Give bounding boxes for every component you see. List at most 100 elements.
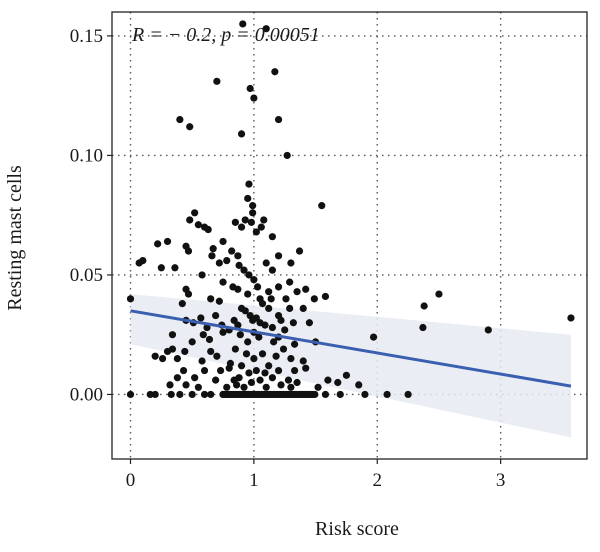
data-point	[336, 390, 344, 399]
data-point	[228, 247, 236, 255]
data-point	[318, 202, 326, 210]
data-point	[321, 292, 330, 301]
data-point	[253, 283, 262, 291]
data-point	[262, 383, 270, 391]
data-point	[173, 355, 181, 363]
data-point	[198, 357, 206, 365]
data-point	[126, 390, 135, 399]
data-point	[257, 223, 265, 231]
data-point	[197, 314, 205, 322]
data-point	[215, 297, 223, 305]
data-point	[261, 369, 269, 377]
data-point	[260, 216, 268, 224]
data-point	[567, 314, 575, 322]
data-point	[231, 345, 239, 353]
data-point	[314, 383, 322, 391]
data-point	[277, 381, 285, 389]
data-point	[290, 366, 299, 375]
data-point	[154, 240, 162, 248]
data-point	[216, 366, 225, 375]
data-point	[383, 390, 391, 399]
data-point	[240, 383, 248, 391]
data-point	[274, 252, 283, 260]
data-point	[166, 381, 174, 389]
data-point	[262, 25, 270, 33]
data-point	[265, 362, 273, 370]
data-point	[274, 283, 283, 291]
data-point	[311, 390, 319, 399]
x-tick-label: 2	[373, 470, 383, 491]
data-point	[321, 390, 330, 399]
data-point	[223, 383, 231, 391]
data-point	[191, 209, 199, 217]
data-point	[181, 347, 189, 356]
data-point	[404, 390, 412, 399]
data-point	[310, 295, 318, 303]
data-point	[295, 247, 304, 255]
x-tick-label: 0	[126, 470, 136, 491]
data-point	[207, 390, 215, 399]
data-point	[219, 278, 227, 286]
data-point	[168, 331, 177, 339]
x-tick-label: 3	[496, 470, 506, 491]
data-point	[262, 259, 270, 267]
data-point	[302, 364, 310, 372]
data-point	[247, 218, 256, 226]
data-point	[233, 381, 241, 389]
data-point	[146, 390, 154, 399]
data-point	[240, 266, 248, 274]
data-point	[265, 288, 273, 296]
fit-line-layer	[130, 309, 572, 388]
data-point	[241, 216, 249, 224]
data-point	[261, 321, 269, 329]
data-point	[213, 352, 221, 360]
data-point	[290, 340, 299, 348]
data-point	[135, 259, 143, 267]
data-point	[287, 259, 295, 267]
data-point	[247, 378, 256, 387]
data-point	[184, 247, 193, 255]
data-point	[420, 302, 428, 310]
data-point	[369, 333, 378, 341]
data-point	[258, 350, 267, 358]
y-tick-label: 0.00	[70, 384, 103, 405]
data-point	[167, 390, 175, 399]
points-layer	[126, 20, 575, 399]
data-point	[184, 290, 193, 298]
data-point	[207, 295, 215, 303]
data-point	[286, 278, 294, 286]
data-point	[299, 357, 307, 365]
data-point	[171, 264, 179, 272]
data-point	[236, 331, 244, 339]
y-axis-title: Resting mast cells	[4, 165, 26, 311]
data-point	[245, 271, 253, 279]
data-point	[207, 347, 215, 356]
y-tick-label: 0.05	[70, 265, 103, 286]
data-point	[203, 323, 211, 332]
data-point	[249, 316, 257, 324]
data-point	[191, 374, 199, 382]
data-point	[229, 283, 237, 291]
data-point	[289, 319, 297, 327]
data-point	[246, 84, 254, 93]
data-point	[151, 390, 159, 399]
data-point	[239, 20, 247, 28]
data-point	[194, 221, 202, 229]
data-point	[212, 311, 220, 320]
data-point	[282, 295, 290, 303]
tick-labels: 0 1 2 3 0.00 0.05 0.10 0.15	[70, 26, 506, 491]
data-point	[252, 228, 260, 236]
data-point	[168, 345, 177, 353]
data-point	[249, 202, 257, 210]
data-point	[245, 369, 253, 377]
data-point	[213, 77, 221, 85]
data-point	[245, 180, 253, 188]
data-point	[267, 295, 275, 303]
data-point	[484, 326, 492, 334]
data-point	[198, 271, 206, 279]
data-point	[274, 366, 283, 375]
data-point	[361, 390, 369, 399]
y-tick-label: 0.10	[70, 145, 103, 166]
data-point	[299, 304, 307, 313]
data-point	[126, 295, 135, 303]
